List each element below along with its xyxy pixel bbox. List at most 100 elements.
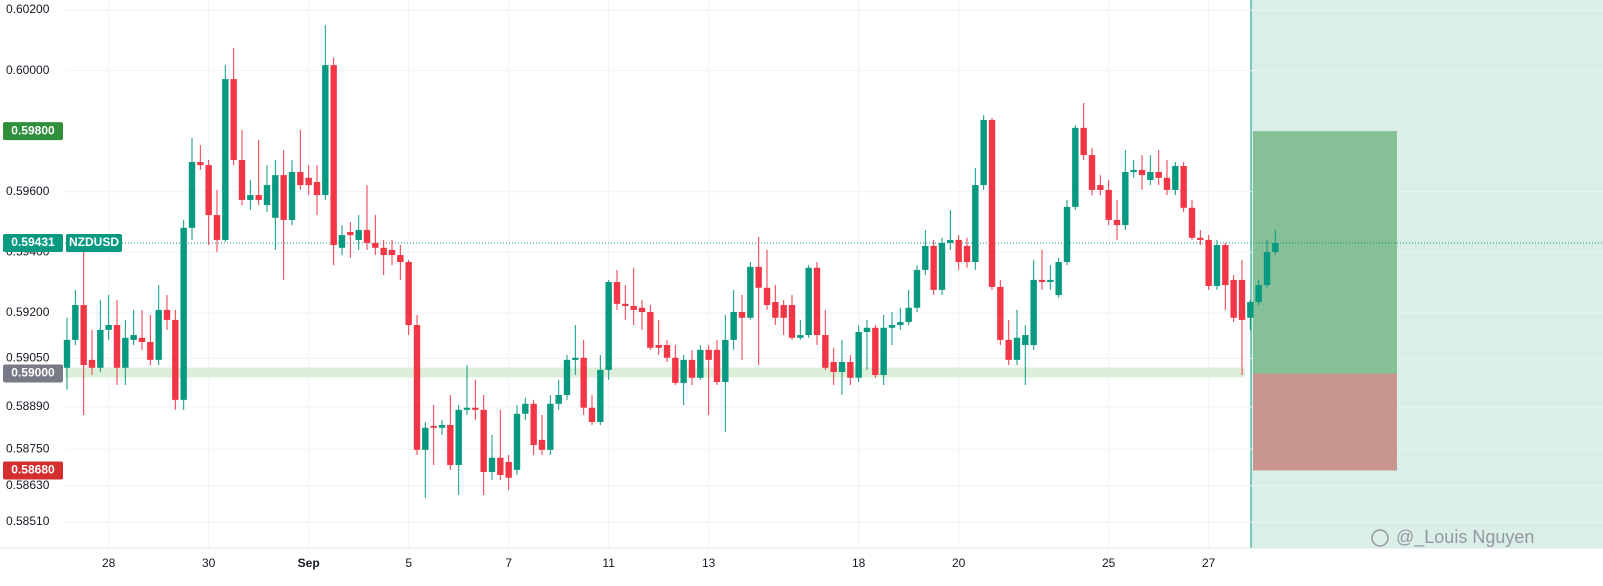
candle-body: [363, 229, 371, 243]
candle-body: [380, 247, 387, 256]
candle-body: [388, 249, 396, 256]
candle-body: [338, 235, 346, 248]
candle-body: [397, 255, 404, 263]
candle-body: [663, 345, 671, 358]
candle-body: [772, 302, 779, 318]
candle-body: [963, 245, 971, 263]
candle-body: [488, 457, 496, 472]
labels: 0.602000.600000.596000.594000.592000.590…: [3, 2, 1216, 570]
candle-body: [230, 79, 237, 160]
candle-body: [463, 407, 471, 410]
price-label: 0.59431: [11, 235, 55, 249]
candle-body: [888, 325, 896, 328]
candle-body: [1080, 127, 1087, 156]
candle-body: [997, 286, 1004, 340]
x-tick-label: Sep: [298, 556, 320, 570]
candle-body: [480, 409, 487, 472]
overlay: [65, 131, 1603, 471]
candle-body: [197, 162, 204, 166]
x-tick-label: 27: [1202, 556, 1216, 570]
candle-body: [172, 319, 179, 400]
candle-body: [288, 172, 296, 220]
x-tick-label: 13: [702, 556, 716, 570]
candle-body: [1238, 279, 1246, 320]
candle-body: [1105, 189, 1112, 220]
candle-body: [972, 185, 979, 263]
candle-body: [1113, 219, 1121, 226]
candle-body: [947, 239, 954, 243]
watermark: @_Louis Nguyen: [1371, 527, 1534, 548]
candle-body: [722, 339, 729, 382]
candle-body: [1263, 252, 1271, 286]
candle-body: [1138, 169, 1146, 176]
candle-body: [497, 457, 504, 475]
candle-body: [1147, 172, 1154, 180]
candle-body: [705, 349, 712, 360]
candle-body: [130, 335, 137, 340]
candle-body: [513, 413, 521, 470]
y-tick-label: 0.60000: [6, 63, 50, 77]
candle-body: [472, 407, 479, 410]
candle-body: [638, 307, 646, 313]
candle-body: [63, 339, 71, 368]
candle-body: [155, 309, 162, 360]
candles: [63, 25, 1279, 498]
candle-body: [88, 359, 96, 368]
candle-body: [713, 349, 721, 382]
candle-body: [847, 362, 854, 378]
y-tick-label: 0.59050: [6, 351, 50, 365]
candle-body: [930, 245, 937, 290]
candle-body: [605, 282, 612, 370]
candle-body: [313, 182, 321, 196]
take-profit-label: 0.59800: [11, 123, 55, 137]
stop-loss-label: 0.58680: [11, 463, 55, 477]
candle-body: [1205, 239, 1212, 286]
candle-body: [138, 337, 146, 343]
candle-body: [980, 119, 987, 186]
candle-body: [330, 65, 337, 246]
candle-body: [863, 327, 871, 333]
candle-body: [222, 79, 229, 240]
candle-body: [655, 345, 662, 348]
candle-body: [622, 303, 629, 306]
candle-body: [105, 325, 112, 330]
candle-body: [588, 407, 596, 422]
candle-body: [547, 403, 554, 450]
watermark-text: @_Louis Nguyen: [1396, 527, 1534, 548]
candle-body: [1013, 337, 1021, 360]
take-profit-label-box: [3, 122, 63, 141]
candle-body: [755, 266, 762, 288]
candle-body: [697, 349, 704, 378]
candle-body: [597, 369, 604, 422]
candle-body: [455, 409, 462, 465]
candle-body: [905, 307, 912, 323]
candle-body: [838, 362, 846, 372]
candle-body: [1072, 127, 1079, 207]
candle-body: [813, 267, 821, 336]
candle-body: [830, 362, 837, 372]
candle-body: [372, 242, 379, 248]
candle-body: [763, 287, 771, 306]
entry-label: 0.59000: [11, 366, 55, 380]
candle-body: [1047, 279, 1054, 283]
symbol-label: NZDUSD: [69, 235, 119, 249]
candle-body: [530, 403, 537, 446]
candle-body: [1005, 339, 1012, 360]
candle-body: [538, 439, 546, 450]
candle-body: [97, 329, 104, 368]
x-tick-label: 25: [1102, 556, 1116, 570]
candle-body: [322, 65, 329, 196]
candle-body: [730, 312, 737, 340]
candle-body: [1247, 302, 1254, 318]
candle-body: [822, 335, 829, 368]
symbol-label-box: [66, 233, 122, 252]
candle-body: [438, 425, 446, 428]
candle-body: [1188, 207, 1196, 238]
candle-body: [680, 359, 687, 383]
candle-body: [272, 175, 279, 218]
candle-body: [405, 262, 412, 326]
candle-body: [1022, 335, 1029, 346]
candle-body: [747, 266, 754, 318]
